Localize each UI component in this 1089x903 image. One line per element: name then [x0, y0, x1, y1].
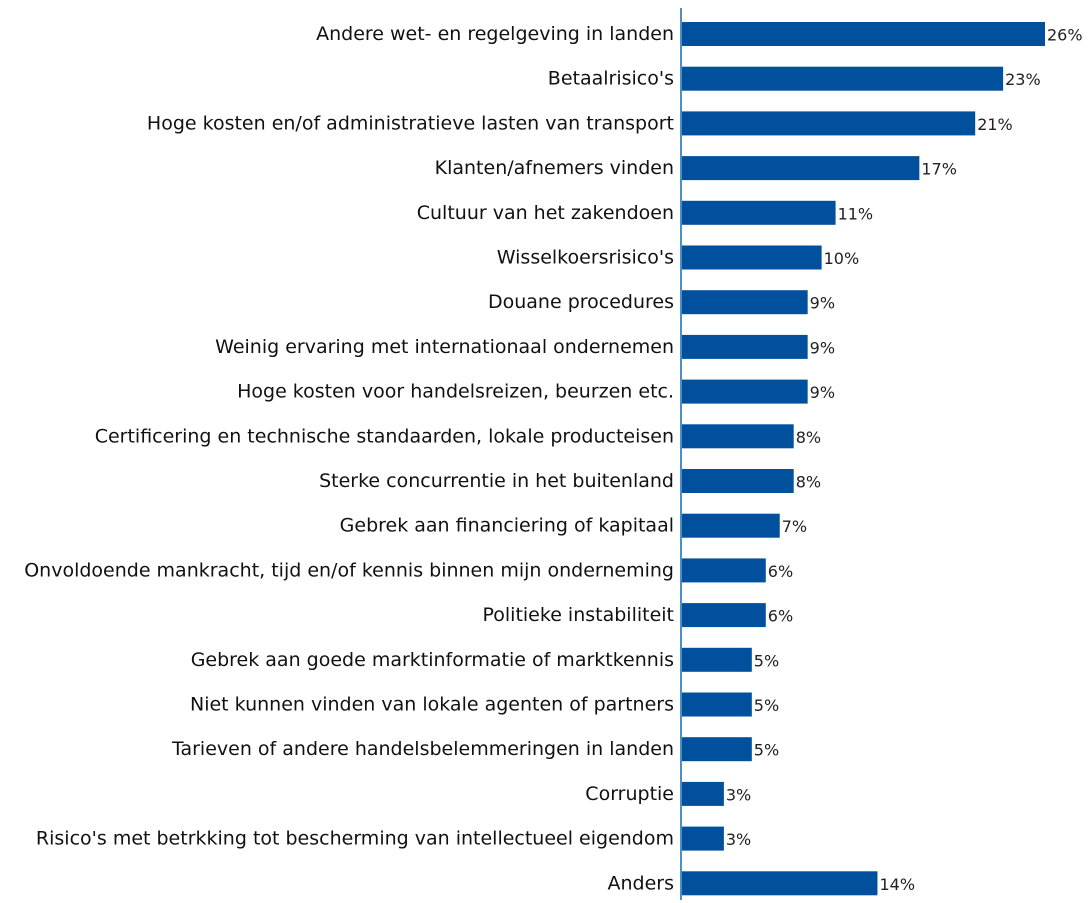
- value-label-12: 6%: [768, 562, 793, 581]
- category-label-2: Hoge kosten en/of administratieve lasten…: [147, 112, 674, 134]
- bar-9: [682, 424, 794, 449]
- value-label-18: 3%: [726, 830, 751, 849]
- bar-7: [682, 334, 808, 359]
- bar-5: [682, 245, 822, 270]
- bar-0: [682, 22, 1045, 46]
- value-label-4: 11%: [838, 204, 874, 223]
- value-label-1: 23%: [1005, 70, 1041, 89]
- bar-12: [682, 558, 766, 583]
- category-label-5: Wisselkoersrisico's: [497, 247, 674, 269]
- category-labels-group: Andere wet- en regelgeving in landen Beta…: [24, 23, 674, 894]
- category-label-1: Betaalrisico's: [548, 68, 674, 90]
- bar-14: [682, 647, 752, 672]
- bar-10: [682, 469, 794, 493]
- bar-11: [682, 513, 780, 538]
- value-label-5: 10%: [824, 249, 860, 268]
- category-label-8: Hoge kosten voor handelsreizen, beurzen …: [237, 381, 674, 403]
- bar-13: [682, 603, 766, 628]
- category-label-3: Klanten/afnemers vinden: [435, 157, 674, 179]
- bar-6: [682, 290, 808, 315]
- value-label-13: 6%: [768, 607, 793, 626]
- category-label-11: Gebrek aan financiering of kapitaal: [340, 515, 674, 537]
- category-label-14: Gebrek aan goede marktinformatie of mark…: [191, 649, 674, 671]
- value-label-15: 5%: [754, 696, 779, 715]
- category-label-9: Certificering en technische standaarden,…: [95, 425, 674, 447]
- bar-3: [682, 156, 920, 181]
- bar-18: [682, 826, 724, 851]
- value-label-10: 8%: [796, 473, 821, 492]
- value-label-7: 9%: [810, 338, 835, 357]
- value-label-0: 26%: [1047, 26, 1083, 45]
- category-label-4: Cultuur van het zakendoen: [417, 202, 674, 224]
- bar-19: [682, 871, 878, 896]
- value-label-9: 8%: [796, 428, 821, 447]
- value-label-14: 5%: [754, 651, 779, 670]
- value-label-16: 5%: [754, 741, 779, 760]
- bar-4: [682, 200, 836, 225]
- bar-2: [682, 111, 976, 136]
- bar-1: [682, 66, 1004, 91]
- value-label-2: 21%: [977, 115, 1013, 134]
- category-label-0: Andere wet- en regelgeving in landen: [316, 23, 674, 45]
- bar-16: [682, 737, 752, 762]
- value-label-6: 9%: [810, 294, 835, 313]
- bar-8: [682, 379, 808, 404]
- category-label-18: Risico's met betrkking tot bescherming v…: [36, 828, 674, 850]
- category-label-17: Corruptie: [585, 783, 674, 805]
- category-label-13: Politieke instabiliteit: [482, 604, 674, 626]
- value-label-3: 17%: [921, 160, 957, 179]
- value-label-11: 7%: [782, 517, 807, 536]
- bars-group: [682, 22, 1045, 896]
- value-label-8: 9%: [810, 383, 835, 402]
- category-label-12: Onvoldoende mankracht, tijd en/of kennis…: [24, 559, 674, 581]
- category-label-15: Niet kunnen vinden van lokale agenten of…: [190, 694, 674, 716]
- category-label-10: Sterke concurrentie in het buitenland: [319, 470, 674, 492]
- bar-17: [682, 781, 724, 806]
- value-labels-group: 26% 23% 21% 17% 11% 10% 9% 9% 9% 8% 8% 7% 6% 6% 5% 5% 5%…: [726, 26, 1083, 894]
- bar-15: [682, 692, 752, 717]
- category-label-7: Weinig ervaring met internationaal onder…: [215, 336, 674, 358]
- category-label-19: Anders: [608, 872, 675, 894]
- value-label-19: 14%: [879, 875, 915, 894]
- category-label-16: Tarieven of andere handelsbelemmeringen …: [171, 738, 674, 760]
- value-label-17: 3%: [726, 785, 751, 804]
- category-label-6: Douane procedures: [488, 291, 674, 313]
